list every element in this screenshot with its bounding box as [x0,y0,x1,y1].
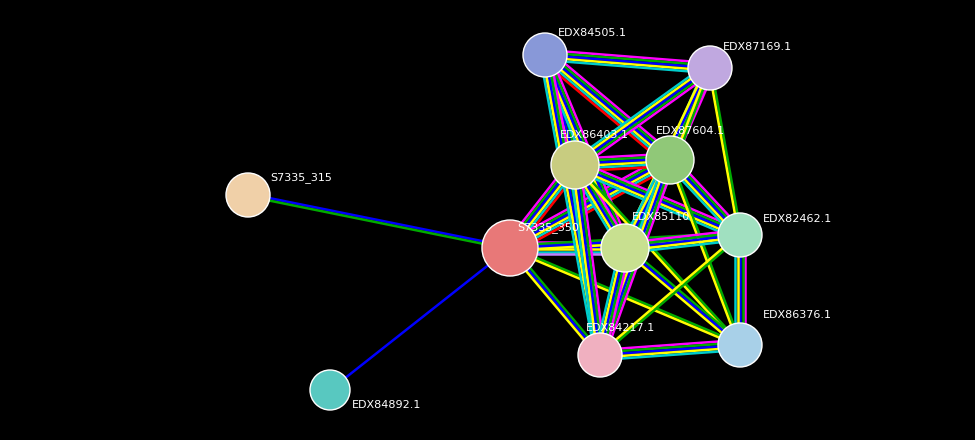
Circle shape [482,220,538,276]
Text: EDX85110: EDX85110 [632,212,690,222]
Circle shape [601,224,649,272]
Circle shape [310,370,350,410]
Circle shape [718,213,762,257]
Text: EDX86403.1: EDX86403.1 [560,130,629,140]
Circle shape [226,173,270,217]
Circle shape [646,136,694,184]
Text: EDX87169.1: EDX87169.1 [723,42,792,52]
Text: S7335_315: S7335_315 [270,172,332,183]
Text: EDX86376.1: EDX86376.1 [763,310,832,320]
Text: EDX84892.1: EDX84892.1 [352,400,421,410]
Text: EDX87604.1: EDX87604.1 [656,126,725,136]
Text: EDX82462.1: EDX82462.1 [763,214,833,224]
Circle shape [718,323,762,367]
Circle shape [551,141,599,189]
Circle shape [688,46,732,90]
Text: EDX84505.1: EDX84505.1 [558,28,627,38]
Text: S7335_350: S7335_350 [517,222,579,233]
Text: EDX84217.1: EDX84217.1 [586,323,655,333]
Circle shape [578,333,622,377]
Circle shape [523,33,567,77]
